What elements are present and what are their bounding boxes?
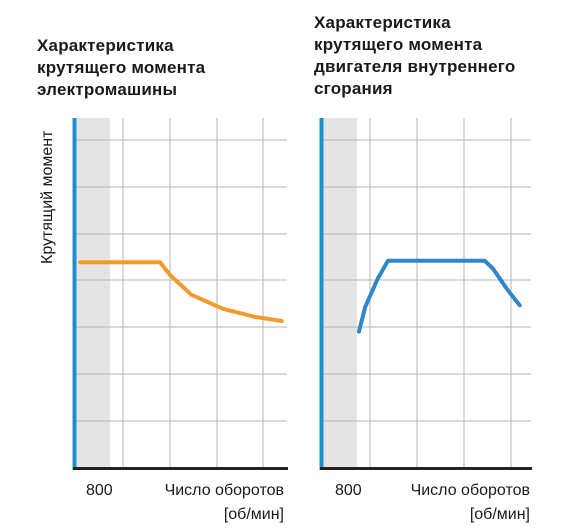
right-chart: 800 Число оборотов [об/мин] (319, 118, 532, 523)
right-x-axis-title-line2: [об/мин] (470, 506, 530, 523)
left-torque-curve (78, 260, 284, 323)
right-idle-shade (322, 118, 357, 468)
left-y-axis-title: Крутящий момент (39, 130, 56, 264)
left-grid (76, 118, 287, 468)
left-idle-shade (75, 118, 110, 468)
left-x-tick-label: 800 (86, 482, 113, 499)
left-chart-title: Характеристика крутящего момента электро… (37, 36, 206, 99)
right-x-tick-label: 800 (335, 482, 362, 499)
left-chart: 800 Число оборотов [об/мин] Крутящий мом… (39, 118, 288, 523)
left-x-axis-title-line1: Число оборотов (165, 482, 284, 499)
right-torque-curve (357, 258, 522, 334)
right-x-axis-title-line1: Число оборотов (411, 482, 530, 499)
left-x-axis-title-line2: [об/мин] (224, 506, 284, 523)
right-chart-title: Характеристика крутящего момента двигате… (314, 13, 516, 98)
